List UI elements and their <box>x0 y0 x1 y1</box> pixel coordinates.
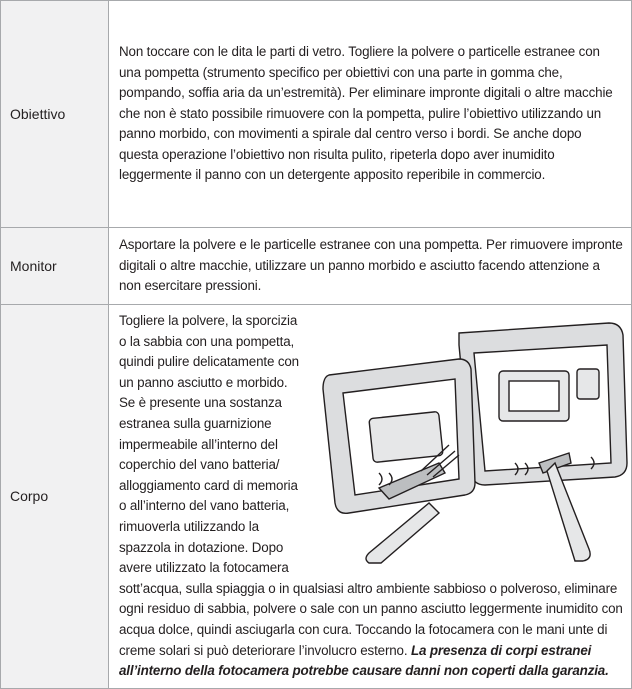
row-label: Corpo <box>0 304 109 689</box>
row: Corpo Togliere la polvere, la sporcizia … <box>0 304 632 689</box>
row: Obiettivo Non toccare con le dita le par… <box>0 0 632 228</box>
camera-illustration <box>322 322 628 564</box>
row-text: Togliere la polvere, la sporcizia o la s… <box>119 313 623 658</box>
row-text: Asportare la polvere e le particelle est… <box>108 227 632 305</box>
row-label: Monitor <box>0 227 109 305</box>
row: Monitor Asportare la polvere e le partic… <box>0 227 632 305</box>
row-label: Obiettivo <box>0 0 109 228</box>
row-cell: Togliere la polvere, la sporcizia o la s… <box>108 304 632 689</box>
row-text: Non toccare con le dita le parti di vetr… <box>108 0 632 228</box>
